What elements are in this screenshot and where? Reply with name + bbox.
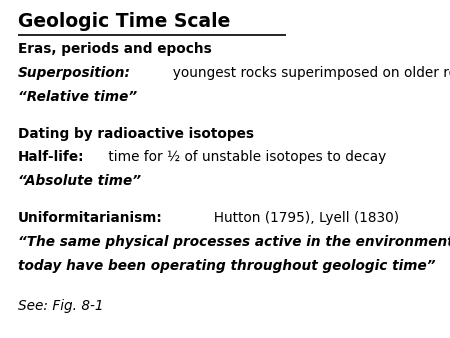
- Text: “Relative time”: “Relative time”: [18, 90, 137, 103]
- Text: Geologic Time Scale: Geologic Time Scale: [18, 12, 230, 31]
- Text: “Absolute time”: “Absolute time”: [18, 174, 141, 188]
- Text: today have been operating throughout geologic time”: today have been operating throughout geo…: [18, 259, 436, 272]
- Text: Eras, periods and epochs: Eras, periods and epochs: [18, 42, 212, 56]
- Text: “The same physical processes active in the environment: “The same physical processes active in t…: [18, 235, 450, 249]
- Text: Superposition:: Superposition:: [18, 66, 131, 80]
- Text: youngest rocks superimposed on older rocks: youngest rocks superimposed on older roc…: [164, 66, 450, 80]
- Text: Uniformitarianism:: Uniformitarianism:: [18, 211, 163, 225]
- Text: Hutton (1795), Lyell (1830): Hutton (1795), Lyell (1830): [205, 211, 399, 225]
- Text: time for ½ of unstable isotopes to decay: time for ½ of unstable isotopes to decay: [104, 150, 386, 164]
- Text: See: Fig. 8-1: See: Fig. 8-1: [18, 299, 104, 313]
- Text: Half-life:: Half-life:: [18, 150, 85, 164]
- Text: Dating by radioactive isotopes: Dating by radioactive isotopes: [18, 127, 254, 141]
